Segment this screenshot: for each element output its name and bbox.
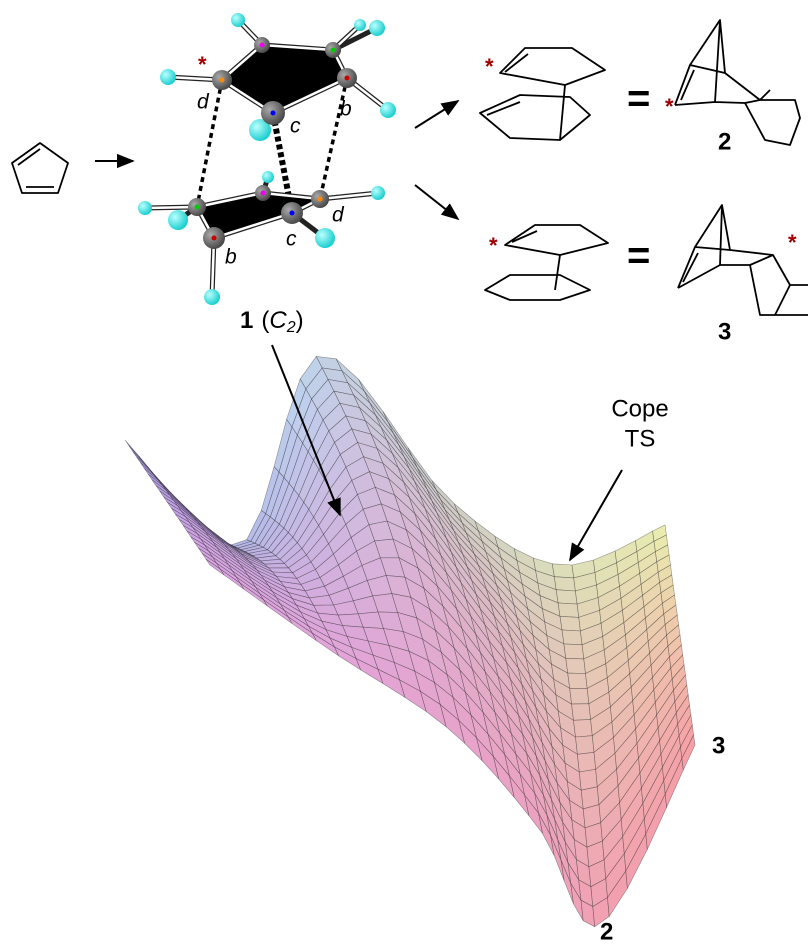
mesh-cell (554, 577, 575, 591)
compound-label: 3 (718, 318, 731, 345)
atom-label: d (332, 204, 345, 227)
mesh-cell (566, 658, 586, 673)
mesh-cell (572, 704, 591, 721)
atom-label: c (290, 115, 301, 138)
atom-label: a (207, 203, 219, 226)
asterisk: * (489, 233, 498, 258)
atom-label: b (225, 246, 237, 269)
mesh-cell (570, 688, 589, 704)
mesh-cell (568, 673, 588, 688)
annotation: Cope (611, 395, 668, 422)
asterisk: * (198, 52, 207, 77)
atom-label: e (259, 55, 271, 78)
mesh-cell (144, 468, 162, 485)
compound-name: 1 (C2) (240, 307, 304, 336)
asterisk: * (788, 230, 797, 255)
mesh-cell (574, 720, 593, 738)
product-2: * = * 2 (480, 20, 800, 155)
mesh-cell (564, 644, 584, 659)
mesh-cell (562, 630, 582, 645)
symmetry: C (269, 307, 287, 334)
paren: ( (261, 307, 269, 334)
atom-label: e (246, 203, 258, 226)
asterisk: * (665, 94, 674, 119)
figure: d e a b c * a e c d b 1(C2) * = * 2 * = … (0, 0, 812, 944)
atom-label: a (314, 56, 326, 79)
atom-label: d (197, 91, 210, 114)
atom-label: b (340, 98, 352, 121)
paren: ) (296, 307, 304, 334)
asterisk: * (485, 54, 494, 79)
annotation: TS (625, 425, 656, 452)
mesh-cell (552, 564, 573, 578)
subscript: 2 (286, 319, 296, 336)
product-3: * = * 3 (485, 205, 808, 345)
equals: = (627, 77, 650, 121)
mesh-cell (576, 736, 595, 755)
molecule-1: d e a b c * a e c d b 1 (C2) (138, 13, 396, 336)
mesh-cell (556, 590, 577, 604)
equals: = (627, 234, 650, 278)
mesh-cell (558, 603, 579, 618)
cyclopentadiene (12, 143, 133, 193)
number: 1 (240, 307, 253, 334)
surface-label: 3 (712, 732, 725, 759)
energy-surface (125, 356, 695, 926)
surface-label: 2 (600, 918, 613, 944)
compound-label: 2 (718, 128, 731, 155)
atom-label: c (286, 228, 297, 251)
mesh-cell (577, 752, 595, 772)
mesh-cell (560, 616, 580, 631)
